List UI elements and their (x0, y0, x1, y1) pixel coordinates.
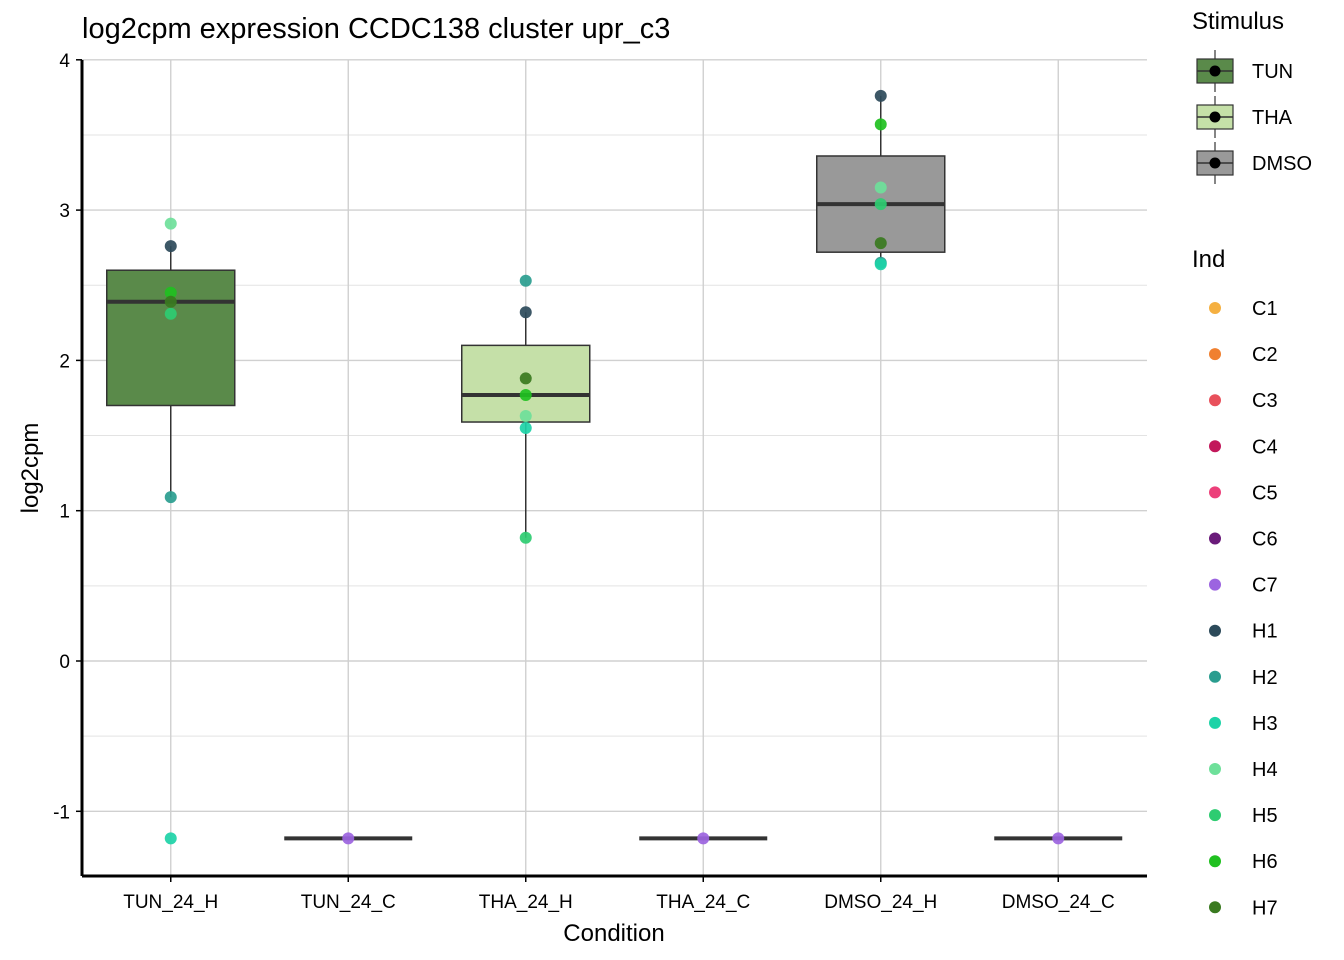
point-h6 (519, 388, 532, 401)
y-tick-label: 4 (59, 51, 70, 72)
legend-ind-label: H7 (1252, 897, 1278, 919)
point-c7 (342, 832, 355, 845)
legend-ind-label: C4 (1252, 436, 1278, 458)
y-tick-label: 2 (59, 351, 70, 372)
legend-stimulus-label: TUN (1252, 61, 1293, 83)
point-h7 (874, 237, 887, 250)
point-c7 (697, 832, 710, 845)
legend-ind-item-c7: C7 (1209, 575, 1278, 597)
legend-ind-label: C1 (1252, 298, 1278, 320)
point-h1 (519, 306, 532, 319)
x-tick-label: THA_24_H (479, 892, 573, 913)
point-h4 (519, 410, 532, 423)
x-tick-label: DMSO_24_H (824, 892, 937, 913)
legend-stimulus-title: Stimulus (1192, 8, 1284, 35)
legend-ind-swatch (1209, 855, 1221, 868)
point-h7 (519, 372, 532, 385)
boxes (106, 95, 1123, 841)
legend-ind-label: C6 (1252, 529, 1278, 551)
x-tick-label: TUN_24_C (301, 892, 396, 913)
points (164, 89, 1065, 845)
legend-ind-item-c2: C2 (1209, 344, 1278, 366)
point-h4 (164, 217, 177, 230)
legend-ind-swatch (1209, 440, 1221, 453)
legend-ind-swatch (1209, 809, 1221, 822)
legend-ind-item-c5: C5 (1209, 482, 1278, 504)
legend-ind-swatch (1209, 532, 1221, 545)
point-h1 (874, 89, 887, 102)
legend-ind: Ind C1 C2 C3 C4 C5 C6 C7 H1 H2 H3 H4 H5 H6 H7 (1192, 246, 1278, 919)
legend-ind-item-h5: H5 (1209, 805, 1278, 827)
legend-ind-swatch (1209, 901, 1221, 914)
legend-ind-item-h2: H2 (1209, 667, 1278, 689)
x-tick-label: DMSO_24_C (1002, 892, 1115, 913)
legend-ind-item-h6: H6 (1209, 851, 1278, 873)
legend-ind-item-c1: C1 (1209, 298, 1278, 320)
legend-ind-item-h3: H3 (1209, 713, 1278, 735)
chart-title: log2cpm expression CCDC138 cluster upr_c… (82, 13, 670, 45)
legend-stimulus-label: DMSO (1252, 153, 1312, 175)
point-h7 (164, 295, 177, 308)
legend-ind-swatch (1209, 578, 1221, 591)
x-axis-label: Condition (563, 920, 664, 947)
axes: -1 0 1 2 3 4 TUN_24_H TUN_24_C THA_24_H THA_24_C D… (53, 51, 1147, 913)
legend-stimulus-item-dmso: DMSO (1196, 142, 1312, 184)
grid (82, 59, 1147, 876)
y-axis-label: log2cpm (17, 423, 44, 514)
legend-stimulus-label: THA (1252, 107, 1293, 129)
legend-ind-label: C7 (1252, 575, 1278, 597)
legend-ind-label: H1 (1252, 621, 1278, 643)
legend-ind-item-h4: H4 (1209, 759, 1278, 781)
legend-ind-swatch (1209, 670, 1221, 683)
point-h1 (164, 240, 177, 253)
point-h4 (874, 181, 887, 194)
legend-stimulus-item-tun: TUN (1196, 50, 1293, 92)
legend-ind-swatch (1209, 624, 1221, 637)
point-h6 (164, 286, 177, 299)
legend-stimulus: Stimulus TUN THA DMSO (1192, 8, 1312, 184)
legend-ind-label: H5 (1252, 805, 1278, 827)
legend-ind-title: Ind (1192, 246, 1225, 273)
box-tun-24-h (106, 246, 236, 498)
x-tick-label: THA_24_C (656, 892, 750, 913)
y-tick-label: 0 (59, 652, 70, 673)
point-h2 (164, 491, 177, 504)
legend-ind-swatch (1209, 763, 1221, 775)
point-h5 (874, 198, 887, 211)
point-h6 (874, 118, 887, 131)
legend-ind-item-h1: H1 (1209, 621, 1278, 643)
legend-key-point (1209, 111, 1221, 123)
legend-ind-label: H3 (1252, 713, 1278, 735)
y-tick-label: -1 (53, 802, 70, 823)
legend-ind-swatch (1209, 348, 1221, 361)
legend-key-point (1209, 157, 1221, 169)
point-h5 (519, 531, 532, 544)
legend-ind-label: H6 (1252, 851, 1278, 873)
legend-stimulus-item-tha: THA (1196, 96, 1293, 138)
legend-ind-item-c4: C4 (1209, 436, 1278, 458)
point-h3 (874, 258, 887, 271)
legend-ind-label: H4 (1252, 759, 1278, 781)
legend-ind-swatch (1209, 486, 1221, 499)
legend-ind-swatch (1209, 716, 1221, 729)
y-tick-label: 3 (59, 201, 70, 222)
legend-ind-item-c6: C6 (1209, 529, 1278, 551)
point-h3 (164, 832, 177, 845)
legend-key-point (1209, 65, 1221, 77)
point-h2 (519, 274, 532, 287)
point-h5 (164, 307, 177, 320)
x-tick-label: TUN_24_H (123, 892, 218, 913)
legend-ind-label: H2 (1252, 667, 1278, 689)
legend-ind-label: C5 (1252, 482, 1278, 504)
legend-ind-swatch (1209, 394, 1221, 407)
legend-ind-label: C3 (1252, 390, 1278, 412)
point-c7 (1052, 832, 1065, 845)
y-tick-label: 1 (59, 502, 70, 523)
point-h3 (519, 422, 532, 435)
legend-ind-label: C2 (1252, 344, 1278, 366)
legend-ind-swatch (1209, 302, 1221, 314)
legend-ind-item-c3: C3 (1209, 390, 1278, 412)
legend-ind-item-h7: H7 (1209, 897, 1278, 919)
